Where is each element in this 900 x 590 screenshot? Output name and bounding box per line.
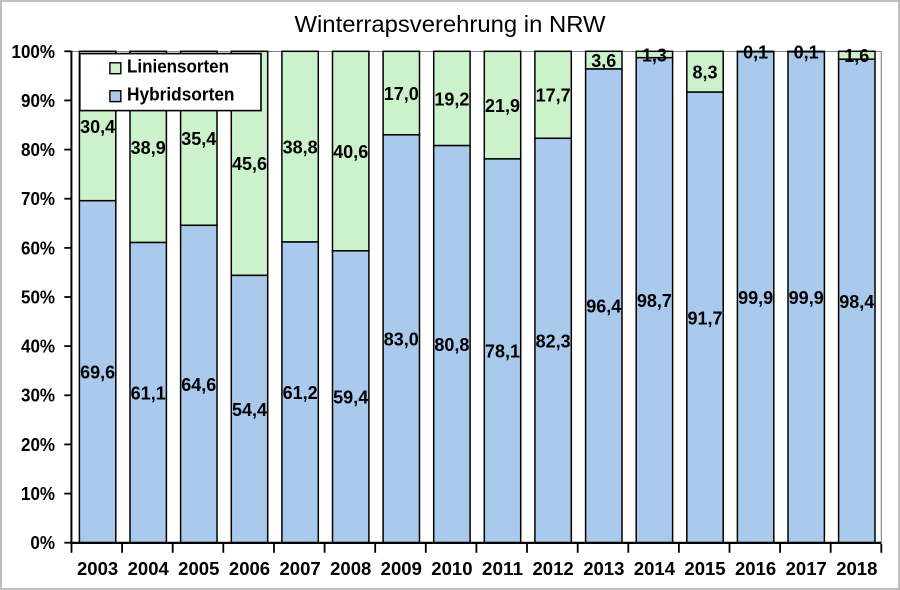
svg-text:96,4: 96,4 (586, 297, 621, 317)
svg-text:35,4: 35,4 (181, 129, 216, 149)
svg-text:2014: 2014 (634, 558, 676, 579)
svg-text:2005: 2005 (178, 558, 219, 579)
svg-text:2017: 2017 (786, 558, 827, 579)
svg-text:82,3: 82,3 (536, 331, 571, 351)
svg-text:64,6: 64,6 (181, 375, 216, 395)
svg-text:80%: 80% (21, 140, 55, 160)
svg-text:0%: 0% (30, 533, 55, 553)
svg-text:8,3: 8,3 (692, 63, 717, 83)
svg-text:61,1: 61,1 (131, 384, 166, 404)
svg-text:19,2: 19,2 (434, 89, 469, 109)
svg-text:2013: 2013 (583, 558, 624, 579)
svg-text:91,7: 91,7 (687, 308, 722, 328)
svg-text:70%: 70% (21, 189, 55, 209)
svg-text:2003: 2003 (77, 558, 118, 579)
svg-text:99,9: 99,9 (789, 288, 824, 308)
svg-text:2010: 2010 (431, 558, 472, 579)
svg-text:Hybridsorten: Hybridsorten (127, 85, 235, 105)
svg-text:99,9: 99,9 (738, 288, 773, 308)
svg-text:100%: 100% (12, 42, 56, 62)
svg-text:3,6: 3,6 (591, 51, 616, 71)
svg-text:2007: 2007 (280, 558, 321, 579)
svg-text:Liniensorten: Liniensorten (127, 57, 229, 77)
svg-text:98,4: 98,4 (839, 292, 874, 312)
svg-text:1,6: 1,6 (844, 46, 869, 66)
svg-text:78,1: 78,1 (485, 342, 520, 362)
svg-text:0,1: 0,1 (794, 42, 819, 62)
svg-text:30,4: 30,4 (80, 117, 115, 137)
svg-text:59,4: 59,4 (333, 388, 368, 408)
svg-text:83,0: 83,0 (384, 330, 419, 350)
svg-text:21,9: 21,9 (485, 96, 520, 116)
svg-text:Winterrapsverehrung in NRW: Winterrapsverehrung in NRW (295, 11, 606, 37)
svg-text:2008: 2008 (330, 558, 371, 579)
svg-text:10%: 10% (21, 484, 55, 504)
svg-text:98,7: 98,7 (637, 291, 672, 311)
svg-text:61,2: 61,2 (283, 383, 318, 403)
svg-text:60%: 60% (21, 238, 55, 258)
svg-text:2016: 2016 (735, 558, 776, 579)
svg-text:17,0: 17,0 (384, 84, 419, 104)
svg-text:38,9: 38,9 (131, 138, 166, 158)
svg-text:2006: 2006 (229, 558, 270, 579)
svg-text:90%: 90% (21, 91, 55, 111)
svg-text:2011: 2011 (482, 558, 523, 579)
svg-text:2009: 2009 (381, 558, 422, 579)
svg-text:1,3: 1,3 (642, 45, 667, 65)
svg-text:20%: 20% (21, 435, 55, 455)
svg-text:30%: 30% (21, 386, 55, 406)
svg-text:40,6: 40,6 (333, 142, 368, 162)
svg-text:2004: 2004 (128, 558, 170, 579)
svg-text:2012: 2012 (533, 558, 574, 579)
svg-text:50%: 50% (21, 287, 55, 307)
svg-text:69,6: 69,6 (80, 363, 115, 383)
svg-text:45,6: 45,6 (232, 154, 267, 174)
svg-text:2015: 2015 (684, 558, 725, 579)
svg-text:40%: 40% (21, 337, 55, 357)
svg-text:2018: 2018 (836, 558, 877, 579)
svg-text:38,8: 38,8 (283, 138, 318, 158)
svg-text:80,8: 80,8 (434, 335, 469, 355)
svg-text:17,7: 17,7 (536, 86, 571, 106)
svg-text:0,1: 0,1 (743, 42, 768, 62)
svg-text:54,4: 54,4 (232, 400, 267, 420)
